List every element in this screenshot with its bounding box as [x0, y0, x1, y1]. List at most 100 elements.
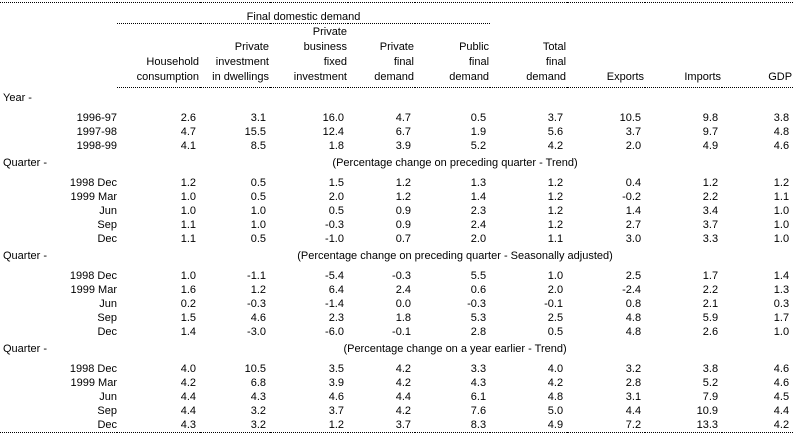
value-cell: -0.3	[325, 218, 344, 231]
period-cell: 1999 Mar	[70, 190, 117, 203]
value-cell: 10.5	[619, 111, 642, 124]
value-cell: -3.0	[247, 325, 266, 338]
value-cell: 1.2	[547, 176, 564, 189]
value-cell: 1.4	[773, 269, 790, 282]
value-cell: 0.5	[547, 325, 564, 338]
value-cell: -0.1	[392, 325, 411, 338]
value-cell: 1.1	[773, 190, 790, 203]
value-cell: -1.1	[247, 269, 266, 282]
value-cell: -5.4	[325, 269, 344, 282]
period-cell: 1998 Dec	[69, 269, 117, 282]
value-cell: 4.6	[773, 139, 790, 152]
value-cell: 1.0	[180, 190, 196, 203]
table-row: 1997-98 4.7 15.5 12.4 6.7 1.9 5.6 3.7 9.7 4.8	[0, 125, 793, 139]
value-cell: 5.3	[470, 311, 487, 324]
value-cell: 4.7	[395, 111, 411, 124]
value-cell: 4.2	[395, 404, 411, 417]
period-cell: 1996-97	[76, 111, 117, 124]
value-cell: 4.9	[547, 418, 564, 431]
value-cell: 1.0	[180, 269, 196, 282]
value-cell: 2.2	[702, 283, 719, 296]
value-cell: 1.2	[395, 190, 411, 203]
value-cell: -0.1	[544, 297, 564, 310]
period-cell: 1999 Mar	[70, 283, 117, 296]
section-caption	[117, 88, 793, 111]
period-cell: Jun	[99, 390, 117, 403]
value-cell: 4.2	[395, 376, 411, 389]
value-cell: 4.4	[773, 404, 790, 417]
value-cell: 4.4	[180, 404, 196, 417]
value-cell: 4.3	[180, 418, 196, 431]
table-row: Sep 1.5 4.6 2.3 1.8 5.3 2.5 4.8 5.9 1.7	[0, 311, 793, 325]
value-cell: 2.7	[625, 218, 642, 231]
value-cell: 3.7	[395, 418, 411, 431]
value-cell: 3.5	[328, 362, 344, 375]
section-label: Quarter -	[3, 342, 48, 355]
value-cell: 16.0	[322, 111, 344, 124]
column-header-row: Household consumption Private investment…	[0, 23, 793, 88]
value-cell: 0.5	[250, 232, 266, 245]
value-cell: -0.2	[622, 190, 642, 203]
value-cell: 4.8	[625, 325, 642, 338]
stats-table: Final domestic demand Household consumpt…	[0, 2, 793, 433]
value-cell: 1.4	[470, 190, 487, 203]
value-cell: 2.4	[395, 283, 411, 296]
value-cell: 0.3	[773, 297, 790, 310]
table-row: Sep 1.1 1.0 -0.3 0.9 2.4 1.2 2.7 3.7 1.0	[0, 218, 793, 232]
value-cell: 1.0	[773, 218, 790, 231]
table-row: 1999 Mar 1.6 1.2 6.4 2.4 0.6 2.0 -2.4 2.2 1.3	[0, 283, 793, 297]
value-cell: 5.6	[547, 125, 564, 138]
period-cell: Dec	[97, 232, 117, 245]
section-label: Quarter -	[3, 156, 48, 169]
value-cell: 1.0	[180, 204, 196, 217]
value-cell: 3.2	[250, 418, 266, 431]
period-cell: Jun	[99, 204, 117, 217]
value-cell: 1.4	[625, 204, 642, 217]
value-cell: 0.9	[395, 204, 411, 217]
value-cell: 1.8	[328, 139, 344, 152]
value-cell: 4.0	[547, 362, 564, 375]
section-header-row: Quarter - (Percentage change on preceding…	[0, 153, 793, 176]
value-cell: 3.1	[625, 390, 642, 403]
value-cell: 0.0	[395, 297, 411, 310]
value-cell: 6.7	[395, 125, 411, 138]
value-cell: 4.4	[625, 404, 642, 417]
value-cell: 1.2	[328, 418, 344, 431]
value-cell: 1.0	[250, 204, 266, 217]
table-row: 1998 Dec 1.2 0.5 1.5 1.2 1.3 1.2 0.4 1.2 1.2	[0, 176, 793, 190]
value-cell: 15.5	[244, 125, 266, 138]
value-cell: 1.2	[547, 204, 564, 217]
value-cell: 2.0	[328, 190, 344, 203]
value-cell: 3.8	[773, 111, 790, 124]
value-cell: 1.2	[547, 190, 564, 203]
period-cell: 1998-99	[76, 139, 117, 152]
table-row: 1999 Mar 4.2 6.8 3.9 4.2 4.3 4.2 2.8 5.2 4.6	[0, 376, 793, 390]
value-cell: -0.3	[392, 269, 411, 282]
section-caption: (Percentage change on preceding quarter …	[332, 156, 578, 169]
value-cell: 1.0	[773, 204, 790, 217]
period-cell: 1998 Dec	[69, 362, 117, 375]
value-cell: 4.3	[470, 376, 487, 389]
value-cell: 1.1	[180, 232, 196, 245]
column-header-gdp: GDP	[722, 23, 793, 88]
period-cell: Jun	[99, 297, 117, 310]
value-cell: 2.5	[625, 269, 642, 282]
value-cell: 1.2	[250, 283, 266, 296]
value-cell: 1.1	[180, 218, 196, 231]
value-cell: 3.7	[328, 404, 344, 417]
table-row: Jun 0.2 -0.3 -1.4 0.0 -0.3 -0.1 0.8 2.1 0.3	[0, 297, 793, 311]
value-cell: 0.6	[470, 283, 487, 296]
value-cell: 1.2	[773, 176, 790, 189]
period-cell: Sep	[97, 218, 117, 231]
group-header-row: Final domestic demand	[0, 2, 793, 24]
value-cell: 3.3	[702, 232, 719, 245]
section-label: Year -	[3, 91, 32, 104]
value-cell: 10.9	[696, 404, 719, 417]
table-row: 1998-99 4.1 8.5 1.8 3.9 5.2 4.2 2.0 4.9 4.6	[0, 139, 793, 153]
value-cell: 10.5	[244, 362, 266, 375]
value-cell: 1.2	[547, 218, 564, 231]
value-cell: 3.1	[250, 111, 266, 124]
value-cell: 5.2	[702, 376, 719, 389]
value-cell: 4.4	[180, 390, 196, 403]
value-cell: 2.8	[470, 325, 487, 338]
